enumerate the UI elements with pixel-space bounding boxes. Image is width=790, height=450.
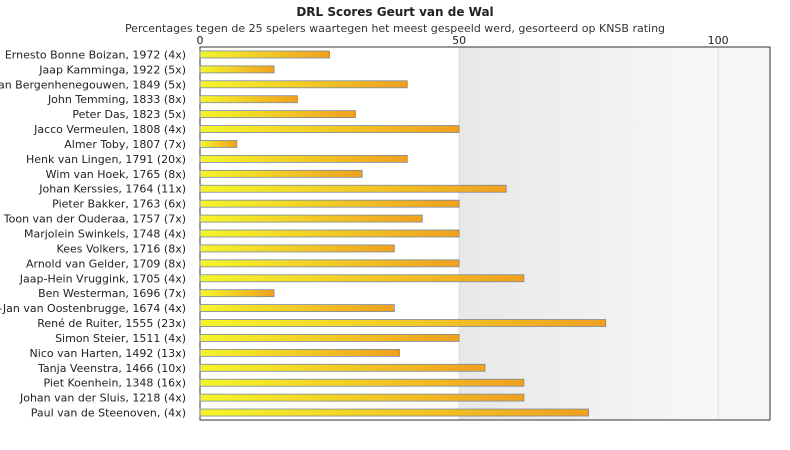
- bar: [199, 348, 400, 357]
- category-label: Henk van Lingen, 1791 (20x): [26, 153, 186, 166]
- bar: [199, 199, 460, 208]
- category-label: René de Ruiter, 1555 (23x): [37, 317, 186, 330]
- bar: [199, 334, 460, 342]
- category-label: Pieter Bakker, 1763 (6x): [52, 198, 186, 211]
- category-label: Johan van der Sluis, 1218 (4x): [19, 392, 186, 405]
- bar: [199, 319, 607, 327]
- category-label: John Temming, 1833 (8x): [47, 93, 186, 106]
- category-label: Jacco Vermeulen, 1808 (4x): [33, 123, 186, 136]
- category-label: Jaap Kamminga, 1922 (5x): [38, 63, 186, 76]
- bar: [199, 80, 408, 89]
- bar: [199, 393, 525, 402]
- category-label: Ernesto Bonne Boizan, 1972 (4x): [5, 48, 186, 61]
- bar: [199, 184, 507, 193]
- bar: [199, 110, 356, 119]
- x-tick-label: 0: [197, 34, 204, 47]
- category-label: Piet Koenhein, 1348 (16x): [43, 377, 186, 390]
- plot-band: [459, 47, 719, 420]
- bar: [199, 363, 486, 372]
- bar: [199, 95, 298, 104]
- bar: [199, 154, 408, 163]
- chart-title: DRL Scores Geurt van de Wal: [296, 5, 494, 19]
- bar: [199, 244, 395, 253]
- bar: [199, 378, 525, 387]
- category-label: Kees Volkers, 1716 (8x): [57, 242, 186, 255]
- plot-band: [718, 47, 770, 420]
- bar: [199, 125, 460, 133]
- category-label: Ben Westerman, 1696 (7x): [38, 287, 186, 300]
- bar: [199, 408, 590, 417]
- category-label: Tanja Veenstra, 1466 (10x): [37, 362, 186, 375]
- category-label: Simon Steier, 1511 (4x): [55, 332, 186, 345]
- bar: [199, 140, 238, 148]
- bar: [199, 169, 363, 178]
- category-label: Wim van Hoek, 1765 (8x): [46, 168, 186, 181]
- x-tick-label: 100: [708, 34, 729, 47]
- chart-subtitle: Percentages tegen de 25 spelers waartege…: [124, 22, 666, 35]
- category-label: Jaap-Hein Vruggink, 1705 (4x): [19, 272, 186, 285]
- category-label: t-Jan van Oostenbrugge, 1674 (4x): [0, 302, 186, 315]
- category-label: Johan Kerssies, 1764 (11x): [38, 183, 186, 196]
- category-label: Paul van de Steenoven, (4x): [31, 407, 186, 420]
- bar: [199, 214, 423, 223]
- bar: [199, 274, 525, 283]
- bar: [199, 65, 275, 74]
- category-label: Peter Das, 1823 (5x): [72, 108, 186, 121]
- category-label: Marjolein Swinkels, 1748 (4x): [24, 228, 186, 241]
- bar: [199, 304, 395, 313]
- category-label: Nico van Harten, 1492 (13x): [30, 347, 186, 360]
- bar: [199, 259, 460, 268]
- bar: [199, 50, 330, 59]
- category-label: Arnold van Gelder, 1709 (8x): [26, 257, 186, 270]
- category-label: van Bergenhenegouwen, 1849 (5x): [0, 78, 186, 91]
- category-label: Toon van der Ouderaa, 1757 (7x): [3, 213, 186, 226]
- x-tick-label: 50: [452, 34, 466, 47]
- category-label: Almer Toby, 1807 (7x): [64, 138, 186, 151]
- bar: [199, 229, 460, 238]
- bar: [199, 289, 275, 298]
